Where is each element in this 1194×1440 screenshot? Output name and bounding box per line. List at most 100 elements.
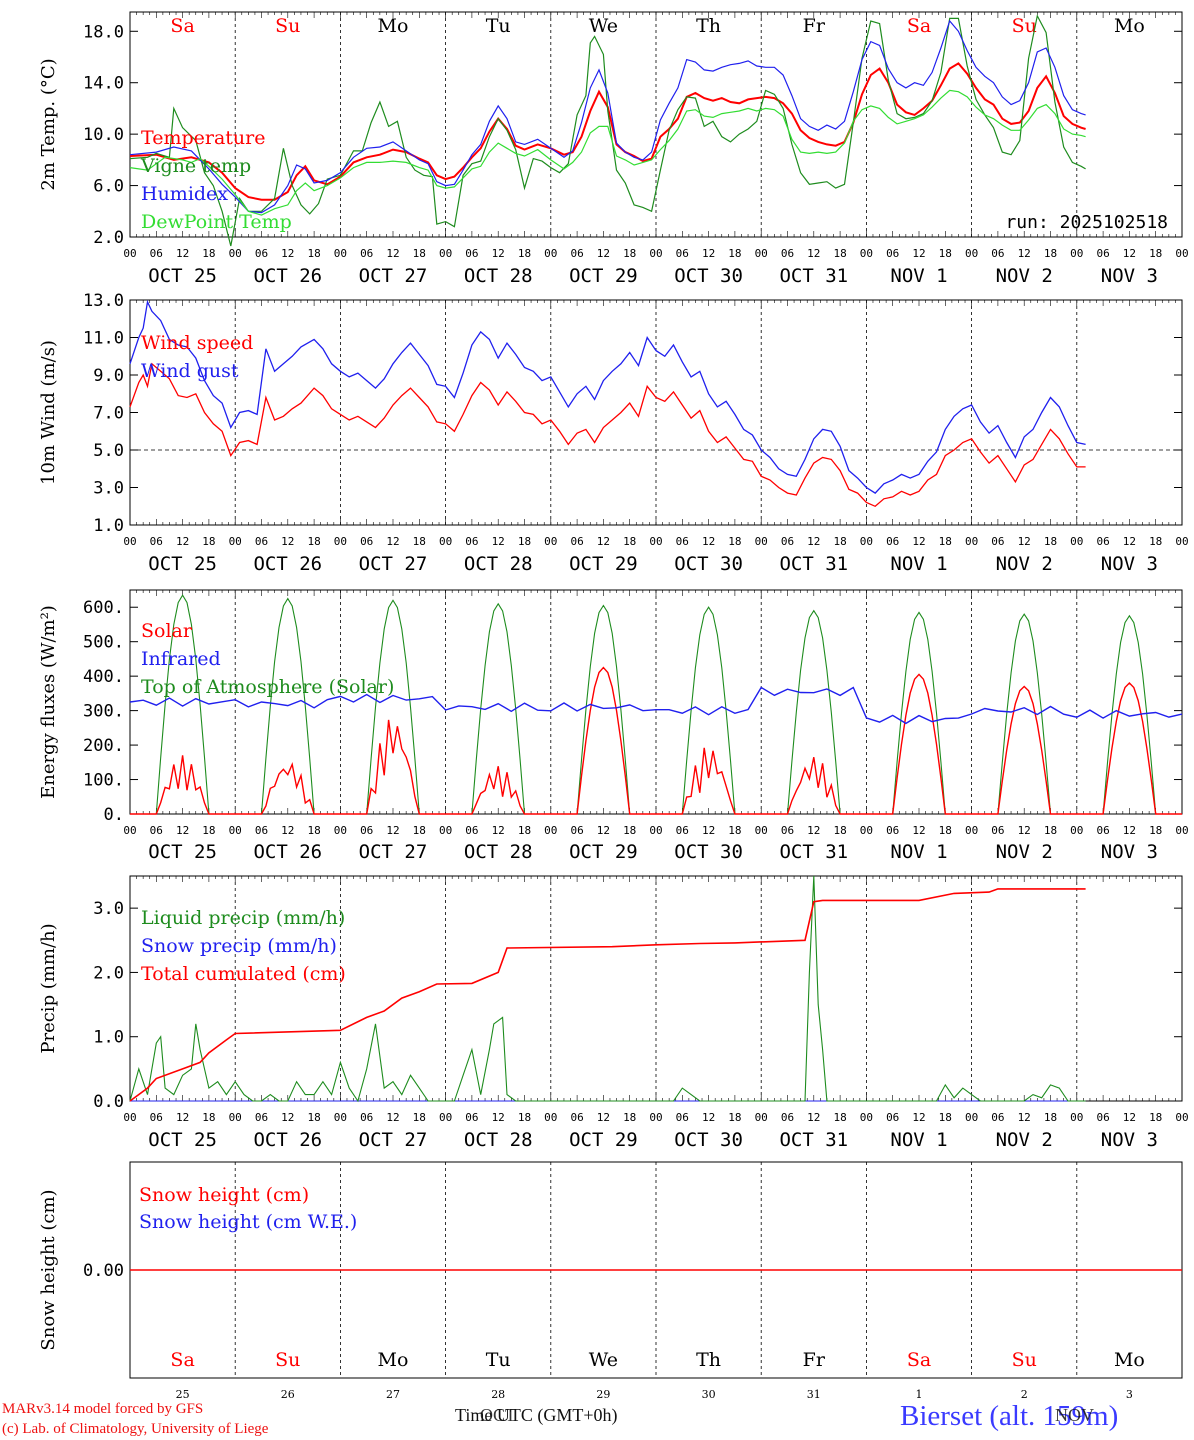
date-label: OCT 25 bbox=[148, 1129, 217, 1151]
y-tick-label: 18.0 bbox=[83, 22, 124, 42]
weekday-label: Th bbox=[696, 15, 721, 37]
panel-3: 00 06 12 18 OCT 25 00 06 12 18 OCT 26 00 06 12 18 OCT … bbox=[38, 589, 1189, 863]
series-line bbox=[129, 299, 1086, 494]
hour-tick-label: 18 bbox=[518, 824, 531, 837]
hour-tick-label: 06 bbox=[886, 824, 899, 837]
weekday-label: Tu bbox=[486, 15, 511, 37]
series-line bbox=[129, 62, 1086, 201]
hour-tick-label: 06 bbox=[360, 1111, 373, 1124]
hour-tick-label: 00 bbox=[1175, 824, 1188, 837]
hour-tick-label: 18 bbox=[518, 247, 531, 260]
date-label: NOV 2 bbox=[996, 1129, 1053, 1151]
hour-tick-label: 06 bbox=[991, 1111, 1004, 1124]
hour-tick-label: 18 bbox=[202, 824, 215, 837]
date-label: NOV 1 bbox=[890, 553, 947, 575]
hour-tick-label: 12 bbox=[1018, 1111, 1031, 1124]
lab-credit: (c) Lab. of Climatology, University of L… bbox=[2, 1421, 269, 1437]
legend-entry: Total cumulated (cm) bbox=[141, 963, 346, 985]
hour-tick-label: 06 bbox=[781, 535, 794, 548]
hour-tick-label: 12 bbox=[1018, 247, 1031, 260]
y-tick-label: 2.0 bbox=[93, 963, 124, 983]
hour-tick-label: 06 bbox=[676, 1111, 689, 1124]
hour-tick-label: 00 bbox=[544, 824, 557, 837]
hour-tick-label: 06 bbox=[676, 535, 689, 548]
legend-entry: Top of Atmosphere (Solar) bbox=[141, 676, 394, 698]
hour-tick-label: 18 bbox=[833, 247, 846, 260]
hour-tick-label: 06 bbox=[570, 535, 583, 548]
y-tick-label: 3.0 bbox=[93, 899, 124, 919]
date-label: OCT 25 bbox=[148, 553, 217, 575]
hour-tick-label: 12 bbox=[492, 247, 505, 260]
hour-tick-label: 00 bbox=[123, 247, 136, 260]
y-tick-label: 14.0 bbox=[83, 74, 124, 94]
day-number-label: 30 bbox=[702, 1388, 716, 1401]
hour-tick-label: 06 bbox=[676, 247, 689, 260]
hour-tick-label: 00 bbox=[229, 247, 242, 260]
hour-tick-label: 12 bbox=[281, 247, 294, 260]
hour-tick-label: 12 bbox=[176, 247, 189, 260]
legend-entry: Infrared bbox=[141, 648, 221, 670]
hour-tick-label: 00 bbox=[439, 535, 452, 548]
hour-tick-label: 18 bbox=[307, 1111, 320, 1124]
model-label: MARv3.14 model forced by GFS bbox=[2, 1401, 204, 1417]
y-tick-label: 9.0 bbox=[93, 366, 124, 386]
day-number-label: 31 bbox=[807, 1388, 821, 1401]
date-label: OCT 25 bbox=[148, 841, 217, 863]
legend-entry: Vigne temp bbox=[140, 155, 251, 177]
weekday-label: Mo bbox=[1114, 1349, 1145, 1371]
hour-tick-label: 06 bbox=[886, 535, 899, 548]
y-tick-label: 0.00 bbox=[83, 1261, 124, 1281]
date-label: NOV 3 bbox=[1101, 841, 1158, 863]
date-label: OCT 27 bbox=[359, 553, 428, 575]
hour-tick-label: 18 bbox=[833, 535, 846, 548]
y-tick-label: 11.0 bbox=[83, 329, 124, 349]
legend-entry: Temperature bbox=[141, 127, 265, 149]
weekday-label: Mo bbox=[378, 15, 409, 37]
date-label: OCT 30 bbox=[674, 1129, 743, 1151]
hour-tick-label: 00 bbox=[649, 535, 662, 548]
date-label: OCT 31 bbox=[779, 265, 848, 287]
hour-tick-label: 00 bbox=[123, 1111, 136, 1124]
weekday-label: We bbox=[589, 1349, 618, 1371]
legend-entry: Snow height (cm W.E.) bbox=[139, 1211, 357, 1233]
hour-tick-label: 06 bbox=[676, 824, 689, 837]
y-axis-label: Energy fluxes (W/m²) bbox=[38, 605, 59, 799]
hour-tick-label: 12 bbox=[492, 1111, 505, 1124]
hour-tick-label: 12 bbox=[597, 1111, 610, 1124]
y-tick-label: 7.0 bbox=[93, 404, 124, 424]
hour-tick-label: 00 bbox=[965, 247, 978, 260]
hour-tick-label: 00 bbox=[755, 535, 768, 548]
date-label: OCT 29 bbox=[569, 1129, 638, 1151]
date-label: OCT 30 bbox=[674, 553, 743, 575]
y-tick-label: 5.0 bbox=[93, 441, 124, 461]
hour-tick-label: 06 bbox=[991, 535, 1004, 548]
day-number-label: 28 bbox=[491, 1388, 505, 1401]
hour-tick-label: 18 bbox=[307, 535, 320, 548]
hour-tick-label: 00 bbox=[755, 824, 768, 837]
hour-tick-label: 12 bbox=[281, 824, 294, 837]
y-tick-label: 400. bbox=[83, 667, 124, 687]
legend-entry: Snow height (cm) bbox=[139, 1184, 309, 1206]
hour-tick-label: 00 bbox=[755, 1111, 768, 1124]
date-label: OCT 28 bbox=[464, 265, 533, 287]
hour-tick-label: 12 bbox=[1123, 535, 1136, 548]
date-label: NOV 3 bbox=[1101, 1129, 1158, 1151]
hour-tick-label: 00 bbox=[860, 247, 873, 260]
y-tick-label: 100. bbox=[83, 771, 124, 791]
hour-tick-label: 00 bbox=[229, 824, 242, 837]
hour-tick-label: 12 bbox=[176, 535, 189, 548]
y-tick-label: 500. bbox=[83, 633, 124, 653]
hour-tick-label: 12 bbox=[176, 1111, 189, 1124]
hour-tick-label: 06 bbox=[886, 1111, 899, 1124]
hour-tick-label: 00 bbox=[860, 535, 873, 548]
series-line bbox=[129, 14, 1086, 247]
y-tick-label: 2.0 bbox=[93, 228, 124, 248]
month-label-nov: NOV bbox=[1055, 1405, 1094, 1425]
weekday-label: Sa bbox=[907, 1349, 931, 1371]
hour-tick-label: 12 bbox=[386, 824, 399, 837]
y-axis-label: 2m Temp. (°C) bbox=[38, 58, 59, 190]
panel-1: 00 06 12 18 OCT 25 00 06 12 18 OCT 26 00 06 12 18 OCT … bbox=[38, 11, 1189, 287]
hour-tick-label: 00 bbox=[439, 1111, 452, 1124]
month-label-oct: OCT bbox=[480, 1405, 516, 1425]
